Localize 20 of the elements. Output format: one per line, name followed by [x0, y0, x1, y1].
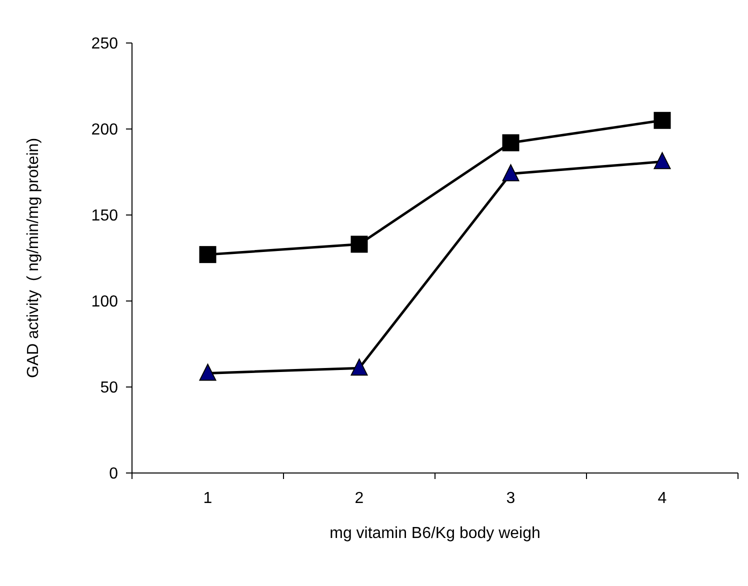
y-axis-title: GAD activity ( ng/min/mg protein) [25, 138, 42, 378]
x-axis-title: mg vitamin B6/Kg body weigh [330, 525, 540, 542]
point [654, 152, 671, 170]
point [502, 134, 520, 152]
x-tick-label: 1 [203, 490, 212, 507]
y-tick-label: 150 [91, 208, 118, 225]
point [350, 358, 368, 376]
y-tick-label: 50 [100, 380, 118, 397]
x-tick-label: 2 [354, 490, 364, 507]
point [654, 112, 671, 129]
point [199, 364, 216, 381]
point [502, 164, 520, 182]
y-tick-label: 100 [91, 294, 118, 311]
point [199, 246, 216, 264]
y-tick-label: 200 [91, 122, 118, 139]
y-tick-label: 250 [91, 36, 118, 53]
point [350, 236, 368, 253]
x-tick-label: 4 [658, 490, 667, 507]
x-tick-label: 3 [506, 490, 516, 507]
y-tick-label: 0 [109, 466, 118, 483]
